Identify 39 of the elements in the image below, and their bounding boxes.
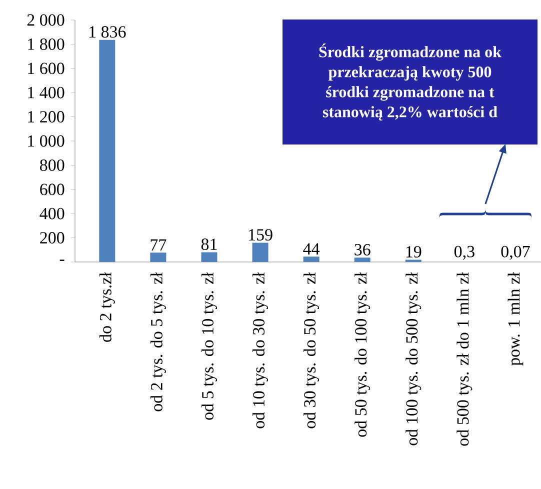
bar xyxy=(201,252,218,262)
bar xyxy=(252,242,268,262)
data-label: 0,07 xyxy=(501,246,530,260)
y-tick-label: 400 xyxy=(40,208,64,220)
y-tick-label: - xyxy=(60,260,64,261)
data-label: 0,3 xyxy=(454,246,474,260)
x-tick-label: od 30 tys. do 50 tys. zł xyxy=(304,272,320,428)
y-tick-label: 200 xyxy=(40,232,64,244)
x-tick-label: pow. 1 mln zł xyxy=(508,272,524,366)
data-label: 44 xyxy=(303,243,320,254)
data-label: 159 xyxy=(249,229,272,241)
y-tick-label: 1 400 xyxy=(28,86,64,98)
y-tick-label: 1 800 xyxy=(28,38,64,50)
x-tick-label: od 10 tys. do 30 tys. zł xyxy=(252,272,268,428)
annotation: stanowią 2,2% wartości d xyxy=(322,106,498,121)
x-tick-label: od 50 tys. do 100 tys. zł xyxy=(354,272,370,437)
bar xyxy=(354,258,370,262)
y-tick-label: 1 600 xyxy=(28,62,64,74)
x-tick-label: do 2 tys.zł xyxy=(99,272,115,342)
bar xyxy=(150,252,166,262)
bar xyxy=(303,256,320,262)
data-label: 81 xyxy=(201,238,217,250)
data-label: 36 xyxy=(354,244,370,256)
x-tick-label: od 2 tys. do 5 tys. zł xyxy=(150,272,166,412)
x-tick-label: od 100 tys. do 500 tys. zł xyxy=(406,272,422,446)
x-tick-label: od 500 tys. zł do 1 mln zł xyxy=(456,272,472,446)
y-tick-label: 1 200 xyxy=(28,111,64,123)
bar xyxy=(99,40,116,262)
annotation: środki zgromadzone na t xyxy=(326,86,494,101)
data-label: 19 xyxy=(406,246,422,258)
data-label: 77 xyxy=(150,239,166,250)
y-tick-label: 1 000 xyxy=(28,135,64,147)
annotation: przekraczają kwoty 500 xyxy=(328,66,492,81)
y-tick-label: 800 xyxy=(40,159,64,171)
annotation: Środki zgromadzone na ok xyxy=(319,43,502,61)
y-tick-label: 600 xyxy=(40,184,64,196)
x-tick-label: od 5 tys. do 10 tys. zł xyxy=(202,272,217,420)
data-label: 1 836 xyxy=(90,26,126,38)
y-tick-label: 2 000 xyxy=(27,14,64,26)
